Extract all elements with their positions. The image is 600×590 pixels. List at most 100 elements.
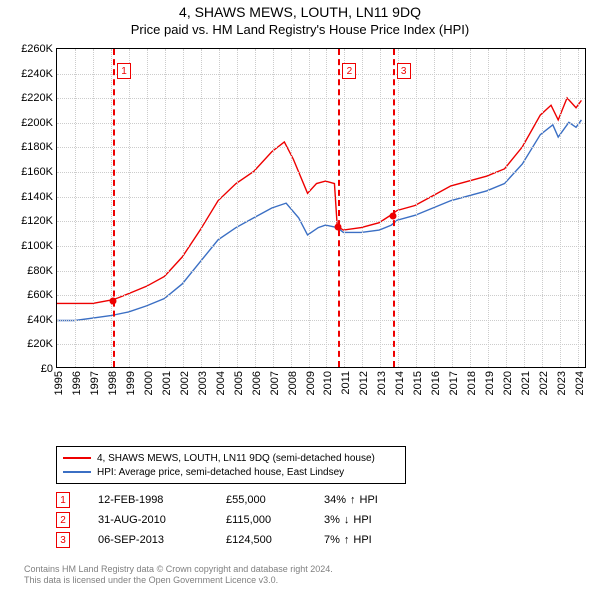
event-row: 231-AUG-2010£115,0003%↓HPI bbox=[56, 510, 378, 530]
event-flag: 3 bbox=[397, 63, 411, 79]
arrow-up-icon: ↑ bbox=[344, 534, 350, 546]
x-axis-label: 1995 bbox=[53, 371, 65, 395]
grid-line-v bbox=[524, 49, 525, 367]
x-axis-label: 2005 bbox=[233, 371, 245, 395]
y-axis-label: £180K bbox=[21, 141, 53, 153]
x-axis-label: 1999 bbox=[125, 371, 137, 395]
legend-swatch bbox=[63, 471, 91, 473]
x-axis-label: 2017 bbox=[448, 371, 460, 395]
event-delta: 7%↑HPI bbox=[324, 534, 372, 546]
grid-line-v bbox=[416, 49, 417, 367]
legend-swatch bbox=[63, 457, 91, 459]
grid-line-v bbox=[237, 49, 238, 367]
legend: 4, SHAWS MEWS, LOUTH, LN11 9DQ (semi-det… bbox=[56, 446, 406, 484]
y-axis-label: £240K bbox=[21, 68, 53, 80]
legend-label: 4, SHAWS MEWS, LOUTH, LN11 9DQ (semi-det… bbox=[97, 453, 375, 464]
x-axis-label: 2008 bbox=[287, 371, 299, 395]
x-axis-label: 2018 bbox=[466, 371, 478, 395]
arrow-down-icon: ↓ bbox=[344, 514, 350, 526]
grid-line-v bbox=[470, 49, 471, 367]
x-axis-label: 2022 bbox=[538, 371, 550, 395]
x-axis-label: 2002 bbox=[179, 371, 191, 395]
title-block: 4, SHAWS MEWS, LOUTH, LN11 9DQ Price pai… bbox=[0, 0, 600, 37]
y-axis-label: £200K bbox=[21, 117, 53, 129]
grid-line-v bbox=[309, 49, 310, 367]
legend-label: HPI: Average price, semi-detached house,… bbox=[97, 467, 344, 478]
grid-line-v bbox=[291, 49, 292, 367]
grid-line-v bbox=[452, 49, 453, 367]
grid-line-v bbox=[326, 49, 327, 367]
legend-item: HPI: Average price, semi-detached house,… bbox=[63, 465, 399, 479]
event-flag: 2 bbox=[56, 512, 70, 528]
y-axis-label: £0 bbox=[41, 363, 53, 375]
y-axis-label: £80K bbox=[27, 265, 53, 277]
x-axis-label: 2019 bbox=[484, 371, 496, 395]
y-axis-label: £220K bbox=[21, 92, 53, 104]
event-line bbox=[113, 49, 115, 367]
event-line bbox=[393, 49, 395, 367]
x-axis-label: 2014 bbox=[394, 371, 406, 395]
event-flag: 1 bbox=[56, 492, 70, 508]
legend-item: 4, SHAWS MEWS, LOUTH, LN11 9DQ (semi-det… bbox=[63, 451, 399, 465]
y-axis-label: £120K bbox=[21, 215, 53, 227]
x-axis-label: 2012 bbox=[358, 371, 370, 395]
attribution: Contains HM Land Registry data © Crown c… bbox=[24, 564, 333, 586]
event-delta: 34%↑HPI bbox=[324, 494, 378, 506]
event-flag: 1 bbox=[117, 63, 131, 79]
x-axis-label: 2020 bbox=[502, 371, 514, 395]
x-axis-label: 2021 bbox=[520, 371, 532, 395]
arrow-up-icon: ↑ bbox=[350, 494, 356, 506]
y-axis-label: £260K bbox=[21, 43, 53, 55]
x-axis-label: 2015 bbox=[412, 371, 424, 395]
event-price: £55,000 bbox=[226, 494, 296, 506]
event-date: 06-SEP-2013 bbox=[98, 534, 198, 546]
grid-line-v bbox=[201, 49, 202, 367]
chart-plot: £0£20K£40K£60K£80K£100K£120K£140K£160K£1… bbox=[56, 48, 586, 368]
event-dot bbox=[389, 212, 396, 219]
x-axis-label: 2011 bbox=[340, 371, 352, 395]
grid-line-v bbox=[165, 49, 166, 367]
x-axis-label: 2003 bbox=[197, 371, 209, 395]
chart-subtitle: Price paid vs. HM Land Registry's House … bbox=[0, 22, 600, 37]
grid-line-v bbox=[93, 49, 94, 367]
event-dot bbox=[110, 298, 117, 305]
grid-line-v bbox=[273, 49, 274, 367]
x-axis-label: 2009 bbox=[305, 371, 317, 395]
grid-line-v bbox=[380, 49, 381, 367]
x-axis-label: 1996 bbox=[71, 371, 83, 395]
event-flag: 2 bbox=[342, 63, 356, 79]
event-dot bbox=[335, 224, 342, 231]
event-row: 306-SEP-2013£124,5007%↑HPI bbox=[56, 530, 378, 550]
x-axis-label: 1997 bbox=[89, 371, 101, 395]
x-axis-label: 2016 bbox=[430, 371, 442, 395]
grid-line-v bbox=[111, 49, 112, 367]
x-axis-label: 2024 bbox=[574, 371, 586, 395]
x-axis-label: 2013 bbox=[376, 371, 388, 395]
grid-line-v bbox=[506, 49, 507, 367]
grid-line-v bbox=[362, 49, 363, 367]
y-axis-label: £160K bbox=[21, 166, 53, 178]
x-axis-label: 2000 bbox=[143, 371, 155, 395]
event-date: 31-AUG-2010 bbox=[98, 514, 198, 526]
y-axis-label: £100K bbox=[21, 240, 53, 252]
x-axis-label: 2023 bbox=[556, 371, 568, 395]
x-axis-label: 2001 bbox=[161, 371, 173, 395]
attribution-line-2: This data is licensed under the Open Gov… bbox=[24, 575, 333, 586]
event-line bbox=[338, 49, 340, 367]
grid-line-v bbox=[398, 49, 399, 367]
grid-line-v bbox=[344, 49, 345, 367]
event-row: 112-FEB-1998£55,00034%↑HPI bbox=[56, 490, 378, 510]
y-axis-label: £60K bbox=[27, 289, 53, 301]
chart: £0£20K£40K£60K£80K£100K£120K£140K£160K£1… bbox=[56, 48, 586, 408]
grid-line-v bbox=[488, 49, 489, 367]
grid-line-v bbox=[219, 49, 220, 367]
event-price: £124,500 bbox=[226, 534, 296, 546]
event-price: £115,000 bbox=[226, 514, 296, 526]
grid-line-v bbox=[255, 49, 256, 367]
x-axis-label: 2006 bbox=[251, 371, 263, 395]
grid-line-v bbox=[560, 49, 561, 367]
y-axis-label: £20K bbox=[27, 338, 53, 350]
attribution-line-1: Contains HM Land Registry data © Crown c… bbox=[24, 564, 333, 575]
x-axis-label: 2007 bbox=[269, 371, 281, 395]
chart-title: 4, SHAWS MEWS, LOUTH, LN11 9DQ bbox=[0, 4, 600, 20]
